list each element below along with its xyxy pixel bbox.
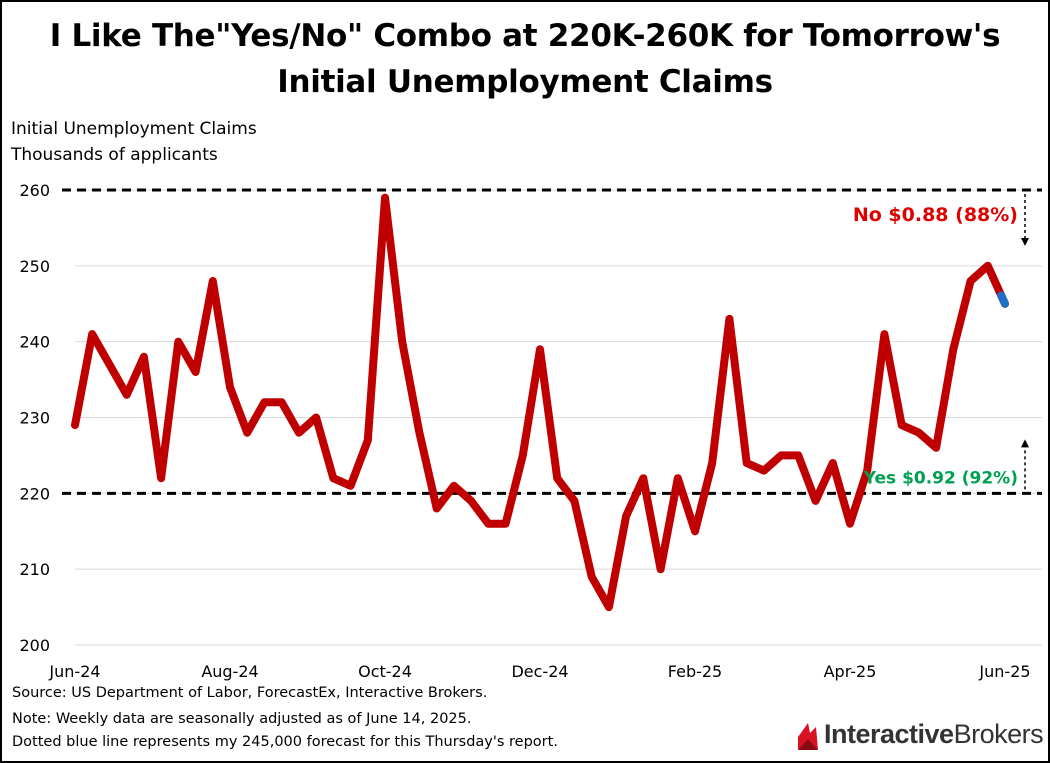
x-tick-label: Oct-24 [358,662,412,681]
logo-wordmark: InteractiveBrokers [824,718,1044,750]
x-tick-label: Jun-24 [48,662,100,681]
claims-series-line [71,193,1009,612]
seasonal-note: Note: Weekly data are seasonally adjuste… [12,711,472,727]
interactive-brokers-flame-icon [798,723,818,750]
forecast-note: Dotted blue line represents my 245,000 f… [12,734,558,750]
x-tick-label: Jun-25 [978,662,1030,681]
y-tick-label: 210 [19,560,50,579]
source-note: Source: US Department of Labor, Forecast… [12,685,488,701]
logo-word-interactive: Interactive [824,718,954,749]
x-tick-label: Apr-25 [824,662,877,681]
forecast-segment [997,291,1009,308]
y-tick-label: 200 [19,636,50,655]
y-axis-title: Initial Unemployment Claims [11,119,257,139]
y-tick-label: 240 [19,333,50,352]
logo-word-brokers: Brokers [953,718,1044,749]
y-tick-label: 250 [19,257,50,276]
interactive-brokers-logo: InteractiveBrokers [796,714,1044,754]
chart-title-line2: Initial Unemployment Claims [277,64,773,100]
yes-arrow-head [1021,439,1029,448]
x-tick-label: Feb-25 [668,662,722,681]
x-tick-label: Aug-24 [201,662,258,681]
no-arrow-head [1021,238,1029,246]
chart-title-line1: I Like The"Yes/No" Combo at 220K-260K fo… [49,18,1001,54]
yes-price-label: Yes $0.92 (92%) [863,468,1018,488]
y-tick-label: 230 [19,409,50,428]
x-tick-label: Dec-24 [511,662,568,681]
y-tick-label: 260 [19,181,50,200]
y-tick-label: 220 [19,484,50,503]
y-axis-subtitle: Thousands of applicants [11,145,218,165]
no-price-label: No $0.88 (88%) [853,204,1018,226]
